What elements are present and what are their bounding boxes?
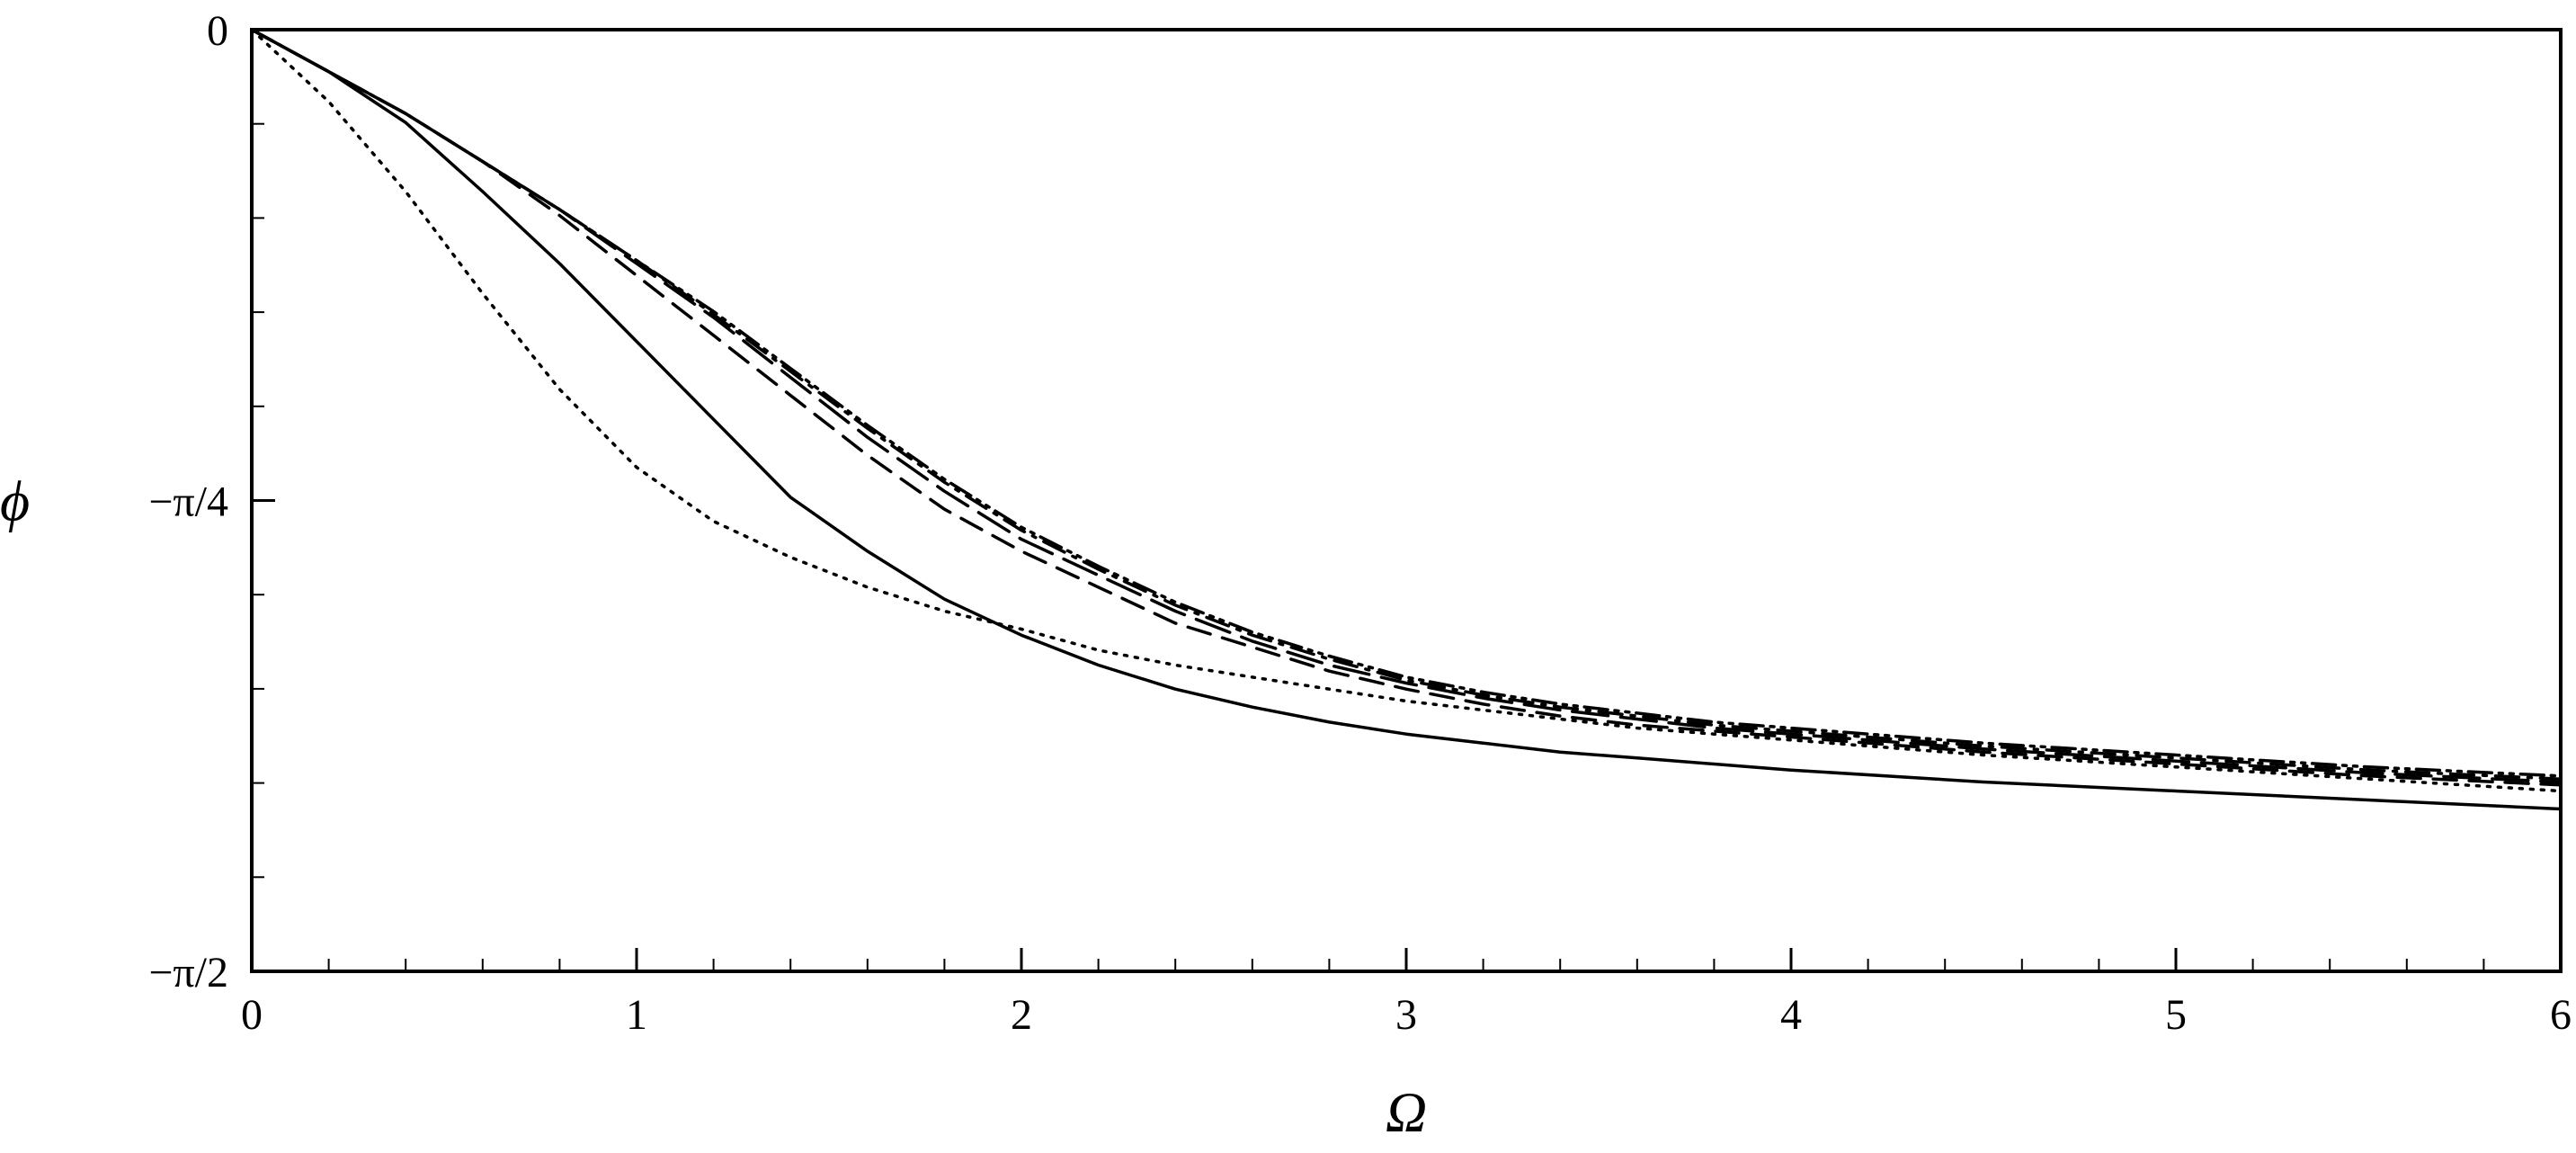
y-tick-label: 0 <box>207 7 228 55</box>
x-tick-label: 2 <box>1011 991 1032 1039</box>
x-tick-label: 5 <box>2165 991 2187 1039</box>
series-line-dotted <box>250 28 2563 793</box>
x-tick-label: 4 <box>1780 991 1802 1039</box>
x-tick-label: 0 <box>241 991 263 1039</box>
series-line-dash-dot <box>250 28 2563 781</box>
y-tick-label: −π/2 <box>148 949 228 997</box>
x-tick-label: 6 <box>2550 991 2572 1039</box>
x-axis-label: Ω <box>1386 1080 1427 1144</box>
plot-frame <box>250 28 2563 973</box>
series-line-dash-dot-dot <box>250 28 2563 778</box>
y-axis-label: ϕ <box>0 469 30 533</box>
curve-layer <box>250 28 2563 811</box>
x-tick-label: 3 <box>1395 991 1417 1039</box>
y-tick-label: −π/4 <box>148 478 228 526</box>
series-line-solid <box>250 28 2563 811</box>
series-line-long-dash <box>250 28 2563 784</box>
tick-layer: 0 1 2 3 4 5 6 0 −π/4 −π/2 <box>148 7 2572 1039</box>
x-tick-label: 1 <box>626 991 647 1039</box>
series-line-dashed <box>250 28 2563 787</box>
